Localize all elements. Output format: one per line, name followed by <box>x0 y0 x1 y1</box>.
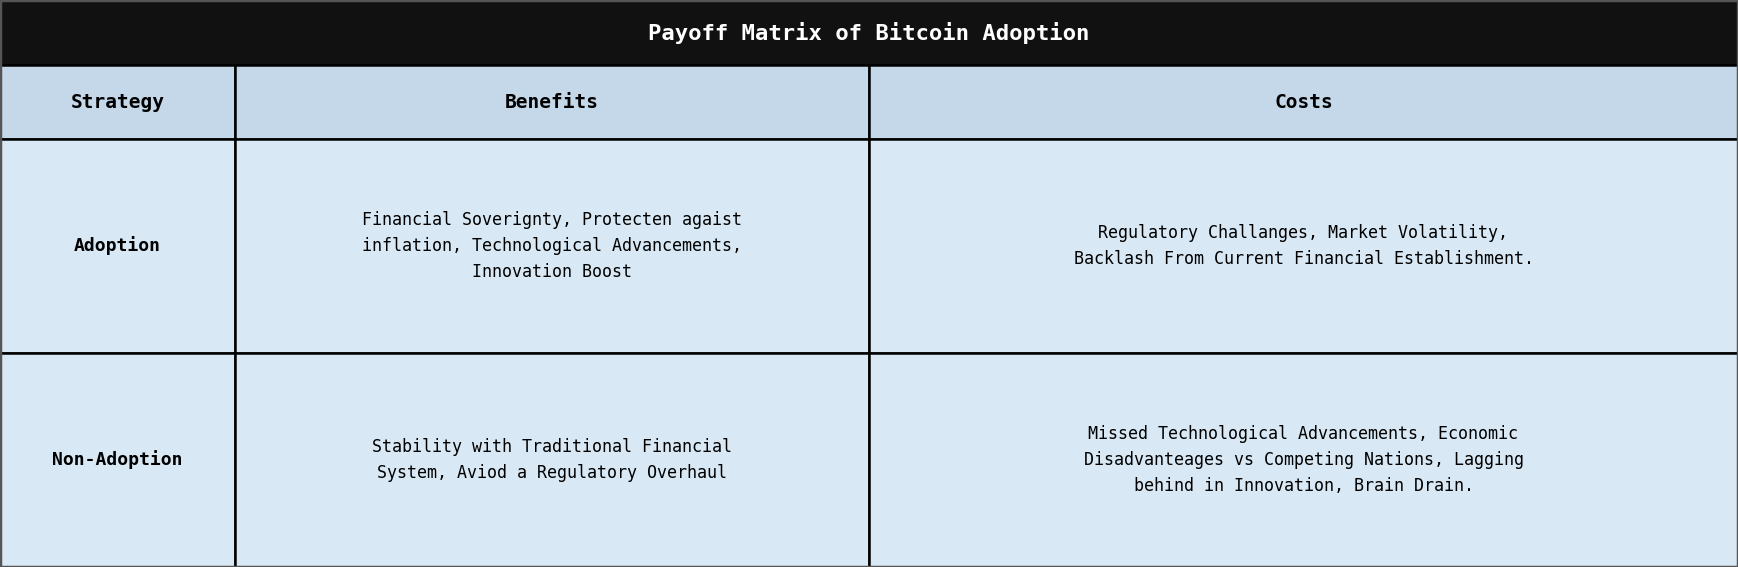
Text: Missed Technological Advancements, Economic
Disadvanteages vs Competing Nations,: Missed Technological Advancements, Econo… <box>1083 425 1524 496</box>
Text: Stability with Traditional Financial
System, Aviod a Regulatory Overhaul: Stability with Traditional Financial Sys… <box>372 438 732 482</box>
Bar <box>235 139 869 353</box>
Bar <box>0 353 235 567</box>
Text: Costs: Costs <box>1274 92 1333 112</box>
Bar <box>235 353 869 567</box>
Text: Strategy: Strategy <box>70 92 165 112</box>
Bar <box>869 353 1738 567</box>
Text: Adoption: Adoption <box>73 236 162 255</box>
Bar <box>869 65 1738 139</box>
Text: Regulatory Challanges, Market Volatility,
Backlash From Current Financial Establ: Regulatory Challanges, Market Volatility… <box>1074 224 1533 268</box>
Text: Non-Adoption: Non-Adoption <box>52 451 182 469</box>
Bar <box>235 65 869 139</box>
Text: Payoff Matrix of Bitcoin Adoption: Payoff Matrix of Bitcoin Adoption <box>648 22 1090 44</box>
Text: Benefits: Benefits <box>504 92 600 112</box>
Text: Financial Soverignty, Protecten agaist
inflation, Technological Advancements,
In: Financial Soverignty, Protecten agaist i… <box>362 210 742 281</box>
Bar <box>0 65 235 139</box>
Bar <box>0 0 1738 65</box>
Bar <box>869 139 1738 353</box>
Bar <box>0 139 235 353</box>
